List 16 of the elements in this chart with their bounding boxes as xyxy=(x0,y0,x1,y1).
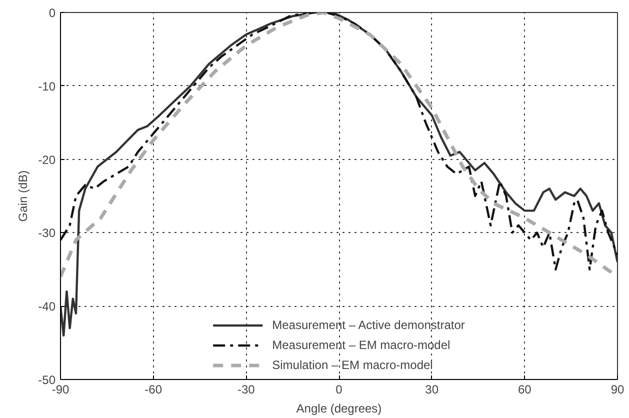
x-tick-label: 60 xyxy=(518,382,532,396)
y-tick-label: -20 xyxy=(38,152,56,167)
x-tick-label: 0 xyxy=(336,382,343,396)
x-tick-label: 90 xyxy=(610,382,624,396)
legend-label: Measurement – Active demonstrator xyxy=(272,318,465,332)
legend-label: Measurement – EM macro-model xyxy=(272,338,450,352)
x-tick-label: -60 xyxy=(144,382,162,396)
y-tick-label: -40 xyxy=(38,300,56,314)
legend-label: Simulation – EM macro-model xyxy=(272,358,433,372)
y-tick-label: -10 xyxy=(38,79,56,94)
y-tick-label: -30 xyxy=(38,226,56,240)
x-tick-label: 30 xyxy=(425,382,439,396)
y-tick-label: 0 xyxy=(48,6,56,20)
y-axis-title: Gain (dB) xyxy=(16,170,30,222)
x-axis-title: Angle (degrees) xyxy=(296,402,382,416)
x-tick-label: -30 xyxy=(237,382,256,396)
